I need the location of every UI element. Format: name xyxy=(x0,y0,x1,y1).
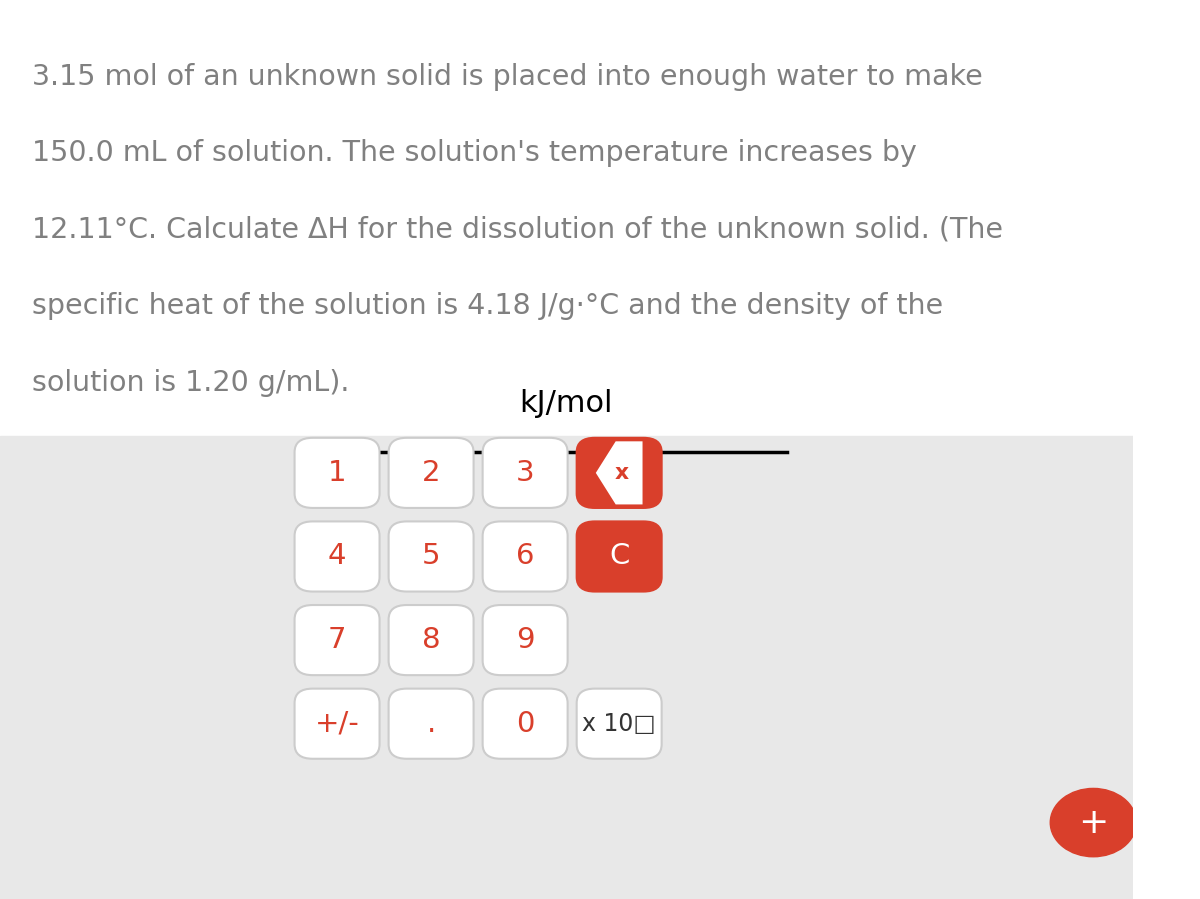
Text: 7: 7 xyxy=(328,626,347,654)
Text: 9: 9 xyxy=(516,626,534,654)
Circle shape xyxy=(1050,788,1136,857)
FancyBboxPatch shape xyxy=(577,521,661,592)
FancyBboxPatch shape xyxy=(294,438,379,508)
Text: 3.15 mol of an unknown solid is placed into enough water to make: 3.15 mol of an unknown solid is placed i… xyxy=(31,63,983,91)
FancyBboxPatch shape xyxy=(294,605,379,675)
Text: specific heat of the solution is 4.18 J/g·°C and the density of the: specific heat of the solution is 4.18 J/… xyxy=(31,292,943,320)
Text: solution is 1.20 g/mL).: solution is 1.20 g/mL). xyxy=(31,369,349,396)
FancyBboxPatch shape xyxy=(389,689,474,759)
Text: 4: 4 xyxy=(328,542,347,571)
Text: 150.0 mL of solution. The solution's temperature increases by: 150.0 mL of solution. The solution's tem… xyxy=(31,139,917,167)
Text: x 10□: x 10□ xyxy=(582,712,656,735)
Text: 2: 2 xyxy=(422,458,440,487)
Text: 8: 8 xyxy=(421,626,440,654)
Text: 6: 6 xyxy=(516,542,534,571)
Text: x: x xyxy=(614,463,629,483)
FancyBboxPatch shape xyxy=(389,521,474,592)
Text: 0: 0 xyxy=(516,709,534,738)
Text: 3: 3 xyxy=(516,458,534,487)
Text: +/-: +/- xyxy=(314,709,360,738)
FancyBboxPatch shape xyxy=(294,689,379,759)
Text: 1: 1 xyxy=(328,458,347,487)
Text: 12.11°C. Calculate ΔH for the dissolution of the unknown solid. (The: 12.11°C. Calculate ΔH for the dissolutio… xyxy=(31,216,1003,244)
Text: C: C xyxy=(608,542,629,571)
FancyBboxPatch shape xyxy=(482,521,568,592)
FancyBboxPatch shape xyxy=(482,438,568,508)
FancyBboxPatch shape xyxy=(389,605,474,675)
Bar xyxy=(0,0,1133,445)
FancyBboxPatch shape xyxy=(482,605,568,675)
Text: .: . xyxy=(426,709,436,738)
FancyBboxPatch shape xyxy=(482,689,568,759)
FancyBboxPatch shape xyxy=(389,438,474,508)
FancyBboxPatch shape xyxy=(577,438,661,508)
Polygon shape xyxy=(595,441,642,504)
Bar xyxy=(0,436,1133,899)
FancyBboxPatch shape xyxy=(577,689,661,759)
Text: 5: 5 xyxy=(422,542,440,571)
FancyBboxPatch shape xyxy=(294,521,379,592)
Text: kJ/mol: kJ/mol xyxy=(520,389,613,418)
Text: +: + xyxy=(1078,806,1109,840)
